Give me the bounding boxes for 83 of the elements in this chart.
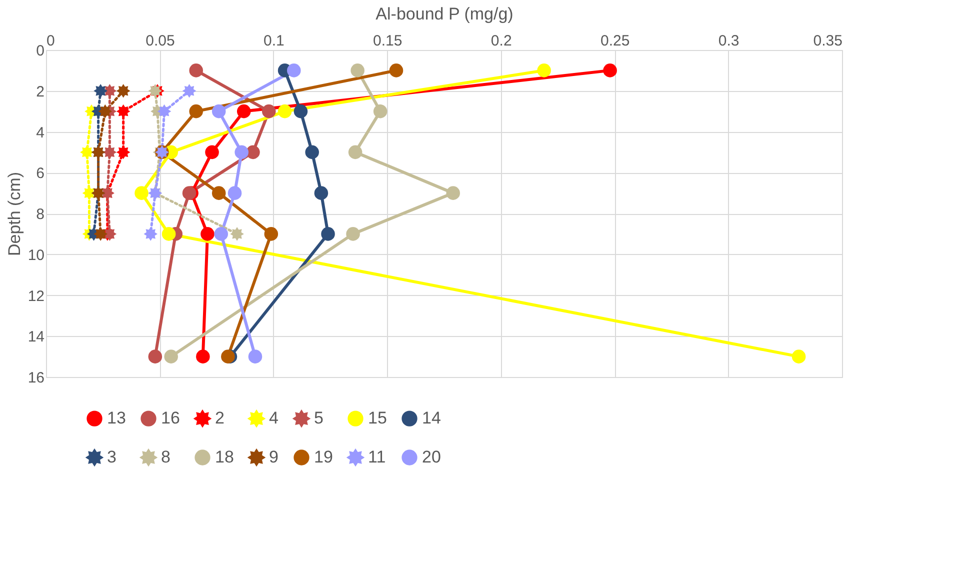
point xyxy=(116,104,130,118)
point xyxy=(321,227,335,241)
point xyxy=(537,64,551,78)
x-axis-title: Al-bound P (mg/g) xyxy=(376,4,514,24)
legend-label: 18 xyxy=(215,448,234,466)
point xyxy=(214,227,228,241)
y-tick-label: 2 xyxy=(36,83,44,100)
point xyxy=(314,186,328,200)
y-tick-label: 8 xyxy=(36,206,44,223)
point xyxy=(262,104,276,118)
point xyxy=(792,350,806,364)
point xyxy=(196,350,210,364)
point xyxy=(157,104,172,118)
x-tick-label: 0.35 xyxy=(813,32,842,50)
point xyxy=(346,227,360,241)
point xyxy=(246,145,260,160)
point xyxy=(350,64,364,78)
y-axis-title: Depth (cm) xyxy=(4,172,24,256)
y-tick-label: 6 xyxy=(36,165,44,182)
legend-label: 20 xyxy=(422,448,441,466)
x-tick-label: 0.2 xyxy=(490,32,512,50)
point xyxy=(230,227,244,241)
point xyxy=(228,186,242,200)
y-tick-label: 12 xyxy=(28,288,44,305)
point xyxy=(148,350,162,364)
point xyxy=(287,64,301,78)
legend-label: 15 xyxy=(368,408,387,428)
point xyxy=(189,104,203,118)
point xyxy=(305,145,319,160)
point xyxy=(182,186,196,200)
point xyxy=(278,104,292,118)
legend-label: 14 xyxy=(422,408,441,428)
x-tick-label: 0.25 xyxy=(600,32,630,50)
point xyxy=(294,104,308,118)
point xyxy=(134,186,148,200)
point xyxy=(200,227,214,241)
point xyxy=(189,64,203,78)
legend-label: 16 xyxy=(161,408,180,428)
y-tick-label: 14 xyxy=(28,328,44,346)
point xyxy=(264,227,278,241)
point xyxy=(212,104,226,118)
legend-label: 3 xyxy=(107,448,116,466)
point xyxy=(212,186,226,200)
point xyxy=(205,145,219,160)
point xyxy=(221,350,235,364)
point xyxy=(446,186,460,200)
point xyxy=(248,350,262,364)
legend-label: 4 xyxy=(269,408,278,428)
legend-label: 13 xyxy=(107,408,126,428)
x-tick-label: 0.05 xyxy=(146,32,175,50)
point xyxy=(162,227,176,241)
x-tick-label: 0.15 xyxy=(373,32,402,50)
point xyxy=(144,227,158,241)
point xyxy=(234,145,248,160)
legend-label: 8 xyxy=(161,448,170,466)
point xyxy=(94,227,108,241)
point xyxy=(94,84,108,98)
point xyxy=(148,84,162,98)
point xyxy=(80,145,94,160)
legend-label: 19 xyxy=(314,448,333,466)
point xyxy=(236,104,251,118)
x-tick-label: 0 xyxy=(46,32,55,50)
point xyxy=(102,227,117,241)
x-tick-label: 0.1 xyxy=(264,32,284,50)
point xyxy=(182,84,196,98)
point xyxy=(102,84,117,98)
legend-label: 2 xyxy=(215,408,224,428)
point xyxy=(603,64,617,78)
legend-label: 11 xyxy=(368,448,386,466)
point xyxy=(348,145,362,160)
legend-label: 9 xyxy=(269,448,278,466)
point xyxy=(389,64,404,78)
point xyxy=(102,145,117,160)
point xyxy=(373,104,388,118)
point xyxy=(98,104,112,118)
y-tick-label: 10 xyxy=(28,246,44,264)
point xyxy=(164,350,178,364)
legend-label: 5 xyxy=(314,408,324,428)
x-tick-label: 0.3 xyxy=(718,32,740,50)
y-tick-label: 4 xyxy=(36,124,44,142)
y-tick-label: 16 xyxy=(28,370,44,386)
point xyxy=(116,84,130,98)
point xyxy=(116,145,130,160)
